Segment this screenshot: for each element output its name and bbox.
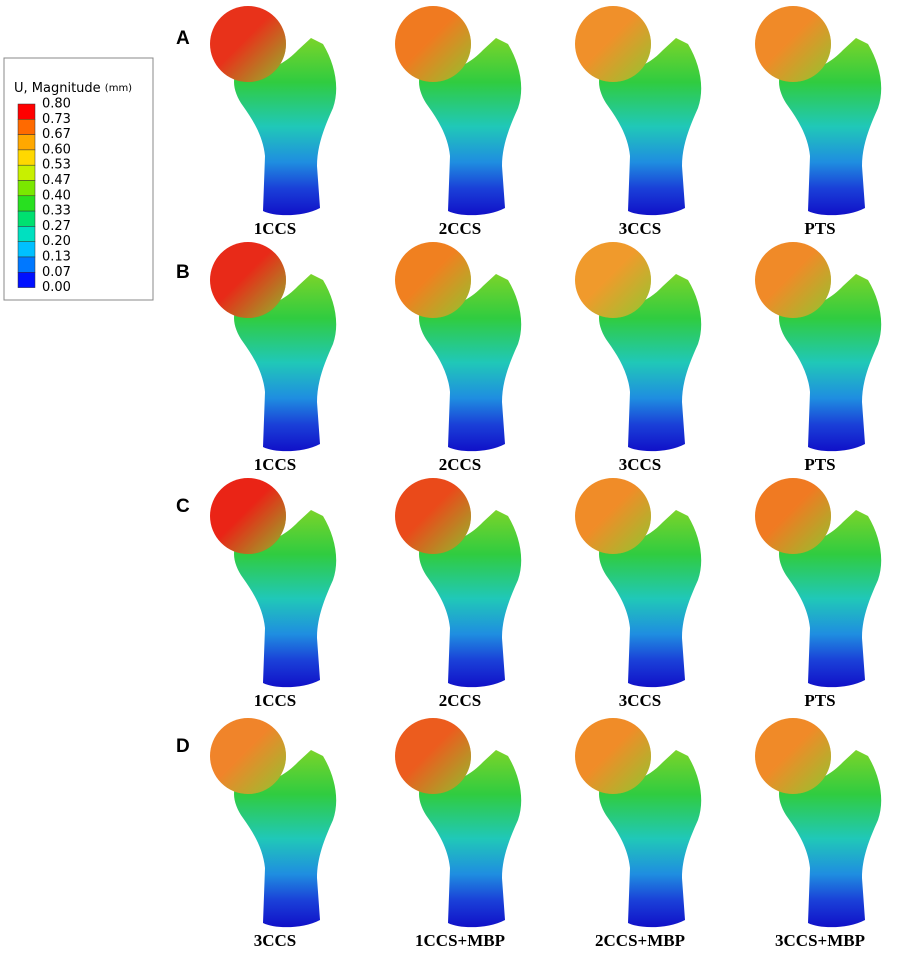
femur-image <box>755 478 881 687</box>
legend-level: 0.80 <box>42 97 71 112</box>
caption: 1CCS <box>254 455 297 474</box>
legend-level: 0.73 <box>42 112 71 127</box>
caption: 1CCS+MBP <box>415 931 505 950</box>
caption: PTS <box>804 219 835 238</box>
caption: 3CCS <box>619 219 662 238</box>
legend-swatch <box>17 210 36 227</box>
caption: 2CCS <box>439 219 482 238</box>
legend-swatch <box>17 180 36 197</box>
femur-image <box>210 242 336 451</box>
legend-level: 0.67 <box>42 127 71 142</box>
caption: 2CCS+MBP <box>595 931 685 950</box>
legend-title: U, Magnitude (mm) <box>14 81 132 96</box>
legend-level: 0.07 <box>42 265 71 280</box>
femur-image <box>755 6 881 215</box>
caption: PTS <box>804 691 835 710</box>
caption: 2CCS <box>439 455 482 474</box>
legend-swatch <box>17 103 36 120</box>
femur-image <box>755 718 881 927</box>
legend-level: 0.00 <box>42 280 71 295</box>
legend-level: 0.40 <box>42 188 71 203</box>
legend-swatch <box>17 256 36 273</box>
legend-level: 0.33 <box>42 204 71 219</box>
legend-swatch <box>17 149 36 166</box>
legend-swatch <box>17 241 36 258</box>
femur-image <box>575 478 701 687</box>
femur-image <box>395 242 521 451</box>
femur-image <box>395 478 521 687</box>
legend-level: 0.13 <box>42 250 71 265</box>
panels: A 1CCS 2CCS 3CCS PTS B 1CCS 2CCS 3CCS PTS C 1CCS 2CC… <box>176 6 881 950</box>
caption: 3CCS+MBP <box>775 931 865 950</box>
caption: 3CCS <box>619 455 662 474</box>
caption: 3CCS <box>619 691 662 710</box>
legend-swatch <box>17 119 36 135</box>
femur-image <box>395 718 521 927</box>
femur-image <box>210 6 336 215</box>
femur-image <box>575 6 701 215</box>
femur-image <box>395 6 521 215</box>
legend-title-text: U, Magnitude <box>14 81 101 96</box>
femur-image <box>575 718 701 927</box>
panel-label: D <box>176 736 190 757</box>
legend-swatch <box>17 195 36 212</box>
panel-label: A <box>176 28 190 49</box>
legend-level: 0.27 <box>42 219 71 234</box>
legend-level: 0.53 <box>42 158 71 173</box>
caption: 1CCS <box>254 691 297 710</box>
caption: 2CCS <box>439 691 482 710</box>
legend: U, Magnitude (mm) 0.800.730.670.600.530.… <box>3 57 154 301</box>
femur-image <box>575 242 701 451</box>
caption: 1CCS <box>254 219 297 238</box>
panel-label: B <box>176 262 190 283</box>
legend-swatch <box>17 164 36 181</box>
femur-image <box>755 242 881 451</box>
legend-swatch <box>17 226 36 242</box>
legend-unit: (mm) <box>105 83 132 94</box>
legend-swatch <box>17 134 36 151</box>
legend-level: 0.47 <box>42 173 71 188</box>
femur-image <box>210 478 336 687</box>
legend-level: 0.60 <box>42 142 71 157</box>
panel-label: C <box>176 496 190 517</box>
legend-level: 0.20 <box>42 234 71 249</box>
caption: 3CCS <box>254 931 297 950</box>
caption: PTS <box>804 455 835 474</box>
legend-swatch <box>17 272 36 288</box>
femur-image <box>210 718 336 927</box>
